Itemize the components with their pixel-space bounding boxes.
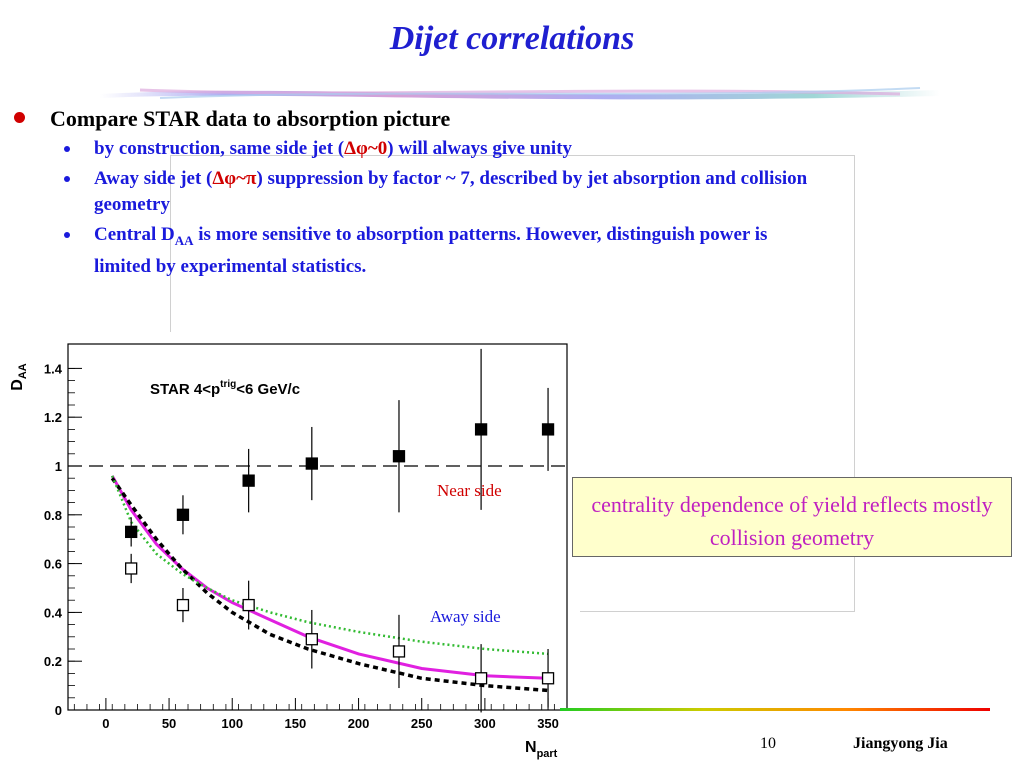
x-tick-label: 300 (474, 716, 496, 731)
near-side-point (392, 450, 406, 463)
near-side-point (305, 457, 318, 470)
near-side-point (242, 474, 255, 487)
x-tick-label: 150 (285, 716, 307, 731)
bullet-dot-icon (14, 112, 25, 123)
sub-bullet-3-text-a: Central D (94, 224, 175, 245)
sub-bullet-dot-icon (64, 176, 70, 182)
y-tick-label: 1 (55, 459, 62, 474)
x-tick-label: 200 (348, 716, 370, 731)
sub-bullet-2-text-a: Away side jet ( (94, 168, 213, 189)
y-axis-label: DAA (9, 363, 29, 391)
sub-bullet-1: by construction, same side jet (Δφ~0) wi… (14, 136, 814, 162)
away-side-point (541, 672, 555, 685)
sub-bullet-3: Central DAA is more sensitive to absorpt… (14, 222, 814, 280)
x-axis-label: Npart (525, 739, 558, 760)
author-name: Jiangyong Jia (853, 735, 948, 752)
title-underline-swoosh (100, 87, 940, 100)
y-tick-label: 0 (55, 703, 62, 718)
sub-bullet-1-text-a: by construction, same side jet ( (94, 138, 345, 159)
slide-title: Dijet correlations (389, 20, 635, 57)
y-tick-label: 0.2 (44, 654, 62, 669)
away-side-point (176, 598, 190, 612)
near-side-point (176, 508, 190, 521)
away-side-point (125, 562, 138, 575)
bullet-main: Compare STAR data to absorption picture (14, 106, 814, 132)
x-tick-label: 50 (162, 716, 176, 731)
daa-plot: 0 0.2 0.4 0.6 0.8 1 1.2 1.4 0 50 100 150 200 250 300 35… (0, 332, 580, 768)
model-curve-dashed-black (110, 477, 549, 693)
bullet-list: Compare STAR data to absorption picture … (14, 102, 814, 280)
sub-bullet-1-text-b: ) will always give unity (387, 138, 573, 159)
sub-bullet-dot-icon (64, 232, 70, 238)
delta-phi-zero: Δφ~0 (344, 138, 388, 159)
y-tick-label: 0.8 (44, 508, 62, 523)
page-number: 10 (760, 735, 776, 752)
sub-bullet-2: Away side jet (Δφ~π) suppression by fact… (14, 166, 814, 218)
away-side-point (392, 645, 406, 658)
y-tick-label: 1.4 (44, 361, 63, 376)
away-side-label: Away side (430, 607, 501, 626)
plot-legend-text: STAR 4<ptrig<6 GeV/c (150, 379, 300, 398)
y-tick-label: 0.4 (44, 605, 63, 620)
near-side-point (474, 423, 488, 436)
sub-bullet-dot-icon (64, 146, 70, 152)
x-tick-label: 0 (102, 716, 109, 731)
sub-bullet-2-text-b: ) suppression by factor ~ 7, described b… (94, 168, 808, 215)
away-side-point (305, 633, 318, 646)
near-side-label: Near side (437, 481, 502, 500)
callout-box: centrality dependence of yield reflects … (572, 477, 1012, 557)
daa-chart-svg: 0 0.2 0.4 0.6 0.8 1 1.2 1.4 0 50 100 150 200 250 300 35… (9, 343, 568, 760)
x-tick-label: 250 (411, 716, 433, 731)
away-side-point (474, 672, 488, 685)
daa-subscript: AA (174, 232, 194, 248)
away-side-point (242, 598, 255, 612)
sub-bullet-3-text-b: is more sensitive to absorption patterns… (94, 224, 768, 277)
bottom-gradient-line (560, 708, 990, 711)
delta-phi-pi: Δφ~π (212, 168, 257, 189)
y-tick-label: 0.6 (44, 557, 62, 572)
bullet-main-text: Compare STAR data to absorption picture (50, 106, 451, 131)
x-tick-label: 350 (537, 716, 559, 731)
x-tick-label: 100 (221, 716, 243, 731)
near-side-point (125, 525, 138, 539)
y-tick-label: 1.2 (44, 410, 62, 425)
near-side-point (541, 423, 555, 436)
